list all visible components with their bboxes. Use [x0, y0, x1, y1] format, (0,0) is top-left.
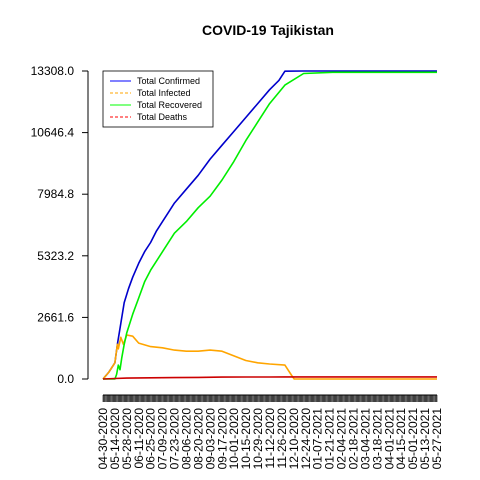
y-axis: 0.0 2661.6 5323.2 7984.8 10646.4 13308.0	[31, 64, 89, 386]
x-tick-label: 09-03-2020	[203, 408, 217, 470]
x-tick-label: 01-07-2021	[311, 408, 325, 470]
x-tick-label: 12-10-2020	[287, 408, 301, 470]
y-tick-label: 10646.4	[31, 126, 75, 140]
x-tick-label: 05-13-2021	[418, 408, 432, 470]
series-line-total-deaths	[102, 376, 437, 380]
legend: Total Confirmed Total Infected Total Recov…	[102, 70, 214, 128]
x-tick-label: 11-12-2020	[263, 408, 277, 469]
x-tick-label: 11-26-2020	[275, 408, 289, 469]
x-tick-label: 10-29-2020	[251, 408, 265, 470]
series-line-total-infected	[102, 334, 437, 380]
legend-label: Total Deaths	[137, 112, 188, 122]
x-tick-label: 02-04-2021	[335, 408, 349, 470]
series-layer	[102, 70, 437, 380]
x-axis: 04-30-202005-14-202005-28-202006-11-2020…	[96, 394, 444, 470]
x-tick-label: 05-14-2020	[108, 408, 122, 470]
x-tick-label: 05-27-2021	[430, 408, 444, 470]
x-tick-label: 10-01-2020	[227, 408, 241, 470]
x-tick-label: 12-24-2020	[299, 408, 313, 470]
legend-box	[102, 70, 214, 128]
x-tick-label: 09-17-2020	[215, 408, 229, 470]
legend-label: Total Confirmed	[137, 76, 200, 86]
x-tick-label: 05-01-2021	[406, 408, 420, 470]
x-tick-label: 05-28-2020	[120, 408, 134, 470]
x-tick-label: 04-01-2021	[382, 408, 396, 470]
legend-label: Total Infected	[137, 88, 191, 98]
x-tick-label: 01-21-2021	[323, 408, 337, 470]
y-tick-label: 2661.6	[37, 310, 74, 324]
y-tick-label: 7984.8	[37, 187, 74, 201]
x-tick-label: 04-30-2020	[96, 408, 110, 470]
x-tick-label: 10-15-2020	[239, 408, 253, 470]
x-tick-label: 08-06-2020	[180, 408, 194, 470]
y-tick-label: 0.0	[57, 372, 74, 386]
series-line-total-confirmed	[102, 70, 437, 380]
y-tick-label: 13308.0	[31, 64, 75, 78]
series-line-total-recovered	[103, 71, 437, 380]
x-tick-label: 04-15-2021	[394, 408, 408, 470]
x-tick-label: 07-09-2020	[156, 408, 170, 470]
x-tick-label: 02-18-2021	[347, 408, 361, 470]
x-tick-label: 03-04-2021	[358, 408, 372, 470]
x-tick-label: 08-20-2020	[191, 408, 205, 470]
chart-title: COVID-19 Tajikistan	[202, 22, 334, 38]
x-tick-label: 03-18-2021	[370, 408, 384, 470]
x-tick-label: 07-23-2020	[168, 408, 182, 470]
y-tick-label: 5323.2	[37, 249, 74, 263]
x-tick-label: 06-11-2020	[132, 408, 146, 469]
x-tick-label: 06-25-2020	[144, 408, 158, 470]
legend-label: Total Recovered	[137, 100, 202, 110]
